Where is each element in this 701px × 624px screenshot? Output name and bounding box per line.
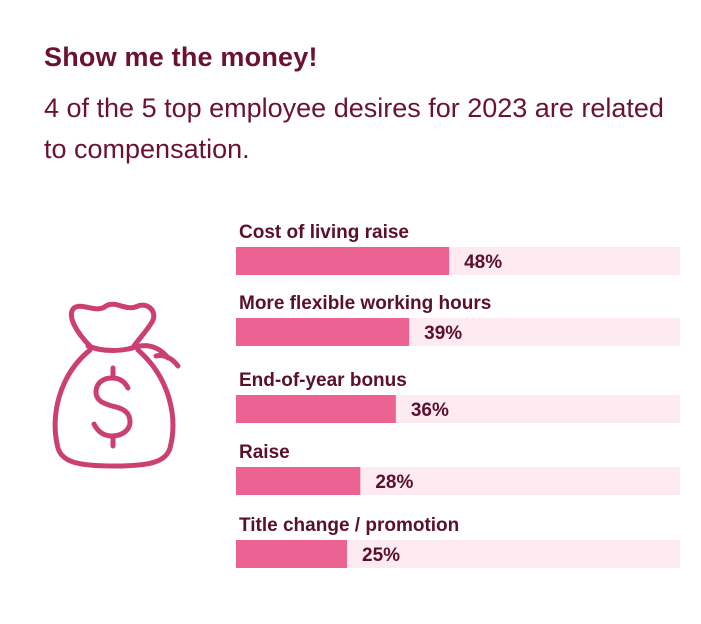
value-label: 28% [375, 472, 413, 493]
bar [236, 247, 450, 275]
value-label: 36% [411, 400, 449, 421]
bar [236, 467, 361, 495]
bar [236, 395, 396, 423]
bar [236, 318, 410, 346]
bar [236, 540, 347, 568]
category-label: More flexible working hours [239, 293, 491, 314]
value-label: 25% [362, 545, 400, 566]
value-label: 39% [424, 323, 462, 344]
category-label: Raise [239, 442, 290, 463]
category-label: End-of-year bonus [239, 370, 407, 391]
category-label: Title change / promotion [239, 515, 459, 536]
value-label: 48% [464, 252, 502, 273]
chart-subtitle: 4 of the 5 top employee desires for 2023… [44, 93, 664, 164]
money-bag-icon [52, 301, 181, 469]
category-label: Cost of living raise [239, 222, 409, 243]
chart-title: Show me the money! [44, 42, 318, 72]
